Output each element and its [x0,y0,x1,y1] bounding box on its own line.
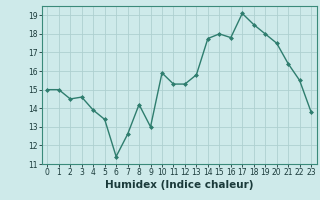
X-axis label: Humidex (Indice chaleur): Humidex (Indice chaleur) [105,180,253,190]
